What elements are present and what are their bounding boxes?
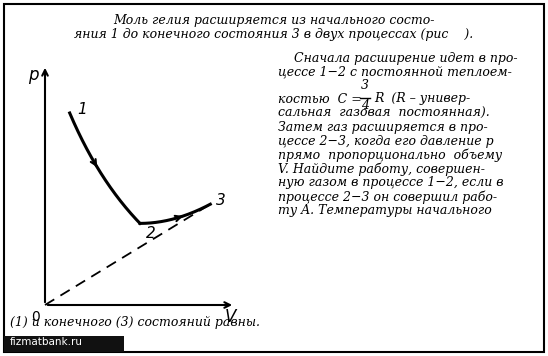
Text: сальная  газовая  постоянная).: сальная газовая постоянная). xyxy=(278,107,490,120)
Text: (1) и конечного (3) состояний равны.: (1) и конечного (3) состояний равны. xyxy=(10,316,260,329)
Text: fizmatbank.ru: fizmatbank.ru xyxy=(10,337,83,347)
Text: Моль гелия расширяется из начального состо-: Моль гелия расширяется из начального сос… xyxy=(113,14,435,27)
Text: костью  C =: костью C = xyxy=(278,93,362,106)
Text: ную газом в процессе 1−2, если в: ную газом в процессе 1−2, если в xyxy=(278,176,504,189)
Bar xyxy=(4,336,124,352)
Text: яния 1 до конечного состояния 3 в двух процессах (рис    ).: яния 1 до конечного состояния 3 в двух п… xyxy=(75,28,473,41)
Text: 4: 4 xyxy=(361,99,369,112)
Text: 1: 1 xyxy=(78,101,88,116)
Text: Затем газ расширяется в про-: Затем газ расширяется в про- xyxy=(278,121,488,134)
Text: 2: 2 xyxy=(146,226,156,241)
Text: Сначала расширение идет в про-: Сначала расширение идет в про- xyxy=(278,52,518,65)
Text: 3: 3 xyxy=(216,193,226,208)
Text: p: p xyxy=(28,66,38,84)
Text: 3: 3 xyxy=(361,79,369,93)
Text: процессе 2−3 он совершил рабо-: процессе 2−3 он совершил рабо- xyxy=(278,190,497,204)
Text: V: V xyxy=(224,308,236,326)
Text: цессе 2−3, когда его давление p: цессе 2−3, когда его давление p xyxy=(278,135,494,148)
Text: 0: 0 xyxy=(31,310,39,324)
Text: цессе 1−2 с постоянной теплоем-: цессе 1−2 с постоянной теплоем- xyxy=(278,66,512,79)
Text: R  (R – универ-: R (R – универ- xyxy=(374,92,470,105)
Text: прямо  пропорционально  объему: прямо пропорционально объему xyxy=(278,148,502,162)
Text: V. Найдите работу, совершен-: V. Найдите работу, совершен- xyxy=(278,162,485,176)
Text: ту A. Температуры начального: ту A. Температуры начального xyxy=(278,204,492,217)
